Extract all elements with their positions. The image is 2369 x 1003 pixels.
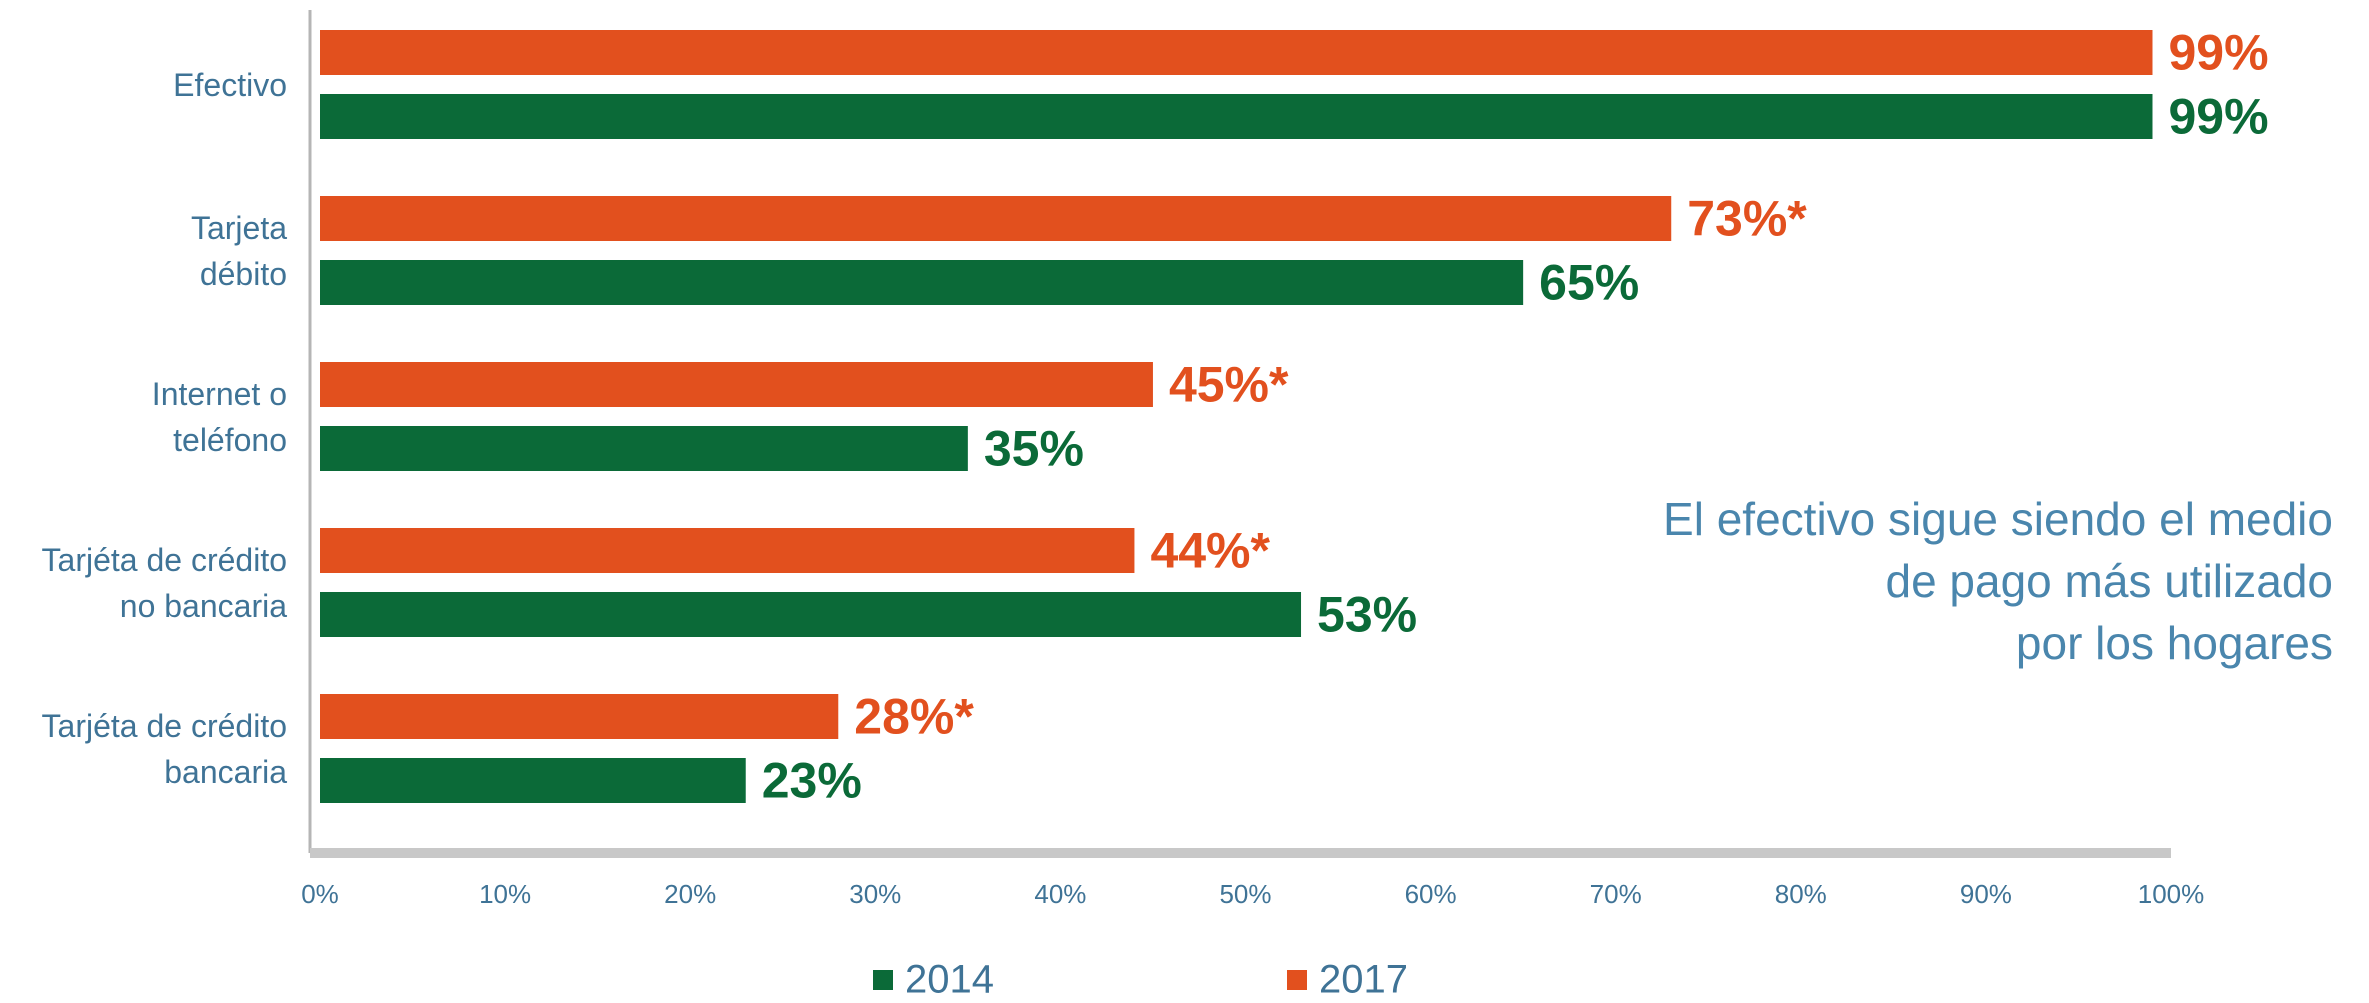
- value-label: 35%: [984, 421, 1084, 477]
- value-label: 28%*: [854, 689, 974, 745]
- category-label: Tarjéta de crédito bancaria: [0, 703, 287, 795]
- bar: [320, 528, 1134, 573]
- value-label: 99%: [2168, 89, 2268, 145]
- value-label: 44%*: [1150, 523, 1270, 579]
- page: 0% 10% 20% 30% 40% 50% 60% 70% 80% 90% 100% 99% 99% 7…: [0, 0, 2369, 1003]
- category-label: Tarjeta débito: [0, 205, 287, 297]
- legend-swatch: [873, 970, 893, 990]
- bar: [320, 758, 746, 803]
- legend-label: 2017: [1319, 958, 1408, 1002]
- x-tick-label: 40%: [1034, 879, 1086, 909]
- x-tick-label: 30%: [849, 879, 901, 909]
- x-tick-label: 20%: [664, 879, 716, 909]
- bar: [320, 196, 1671, 241]
- bar: [320, 94, 2152, 139]
- value-label: 99%: [2168, 25, 2268, 81]
- x-tick-label: 0%: [301, 879, 339, 909]
- x-tick-label: 100%: [2138, 879, 2205, 909]
- x-tick-label: 90%: [1960, 879, 2012, 909]
- legend-swatch: [1287, 970, 1307, 990]
- bar: [320, 30, 2152, 75]
- annotation: El efectivo sigue siendo el medio de pag…: [1663, 488, 2333, 674]
- value-label: 23%: [762, 753, 862, 809]
- bar: [320, 694, 838, 739]
- value-label: 73%*: [1687, 191, 1807, 247]
- x-tick-label: 10%: [479, 879, 531, 909]
- bar: [320, 592, 1301, 637]
- legend-label: 2014: [905, 958, 994, 1002]
- x-tick-label: 50%: [1219, 879, 1271, 909]
- category-label: Efectivo: [0, 62, 287, 108]
- bar: [320, 426, 968, 471]
- x-tick-label: 70%: [1590, 879, 1642, 909]
- x-tick-label: 60%: [1405, 879, 1457, 909]
- category-label: Tarjéta de crédito no bancaria: [0, 537, 287, 629]
- category-label: Internet o teléfono: [0, 371, 287, 463]
- value-label: 53%: [1317, 587, 1417, 643]
- value-label: 45%*: [1169, 357, 1289, 413]
- x-tick-label: 80%: [1775, 879, 1827, 909]
- bar: [320, 362, 1153, 407]
- bar: [320, 260, 1523, 305]
- value-label: 65%: [1539, 255, 1639, 311]
